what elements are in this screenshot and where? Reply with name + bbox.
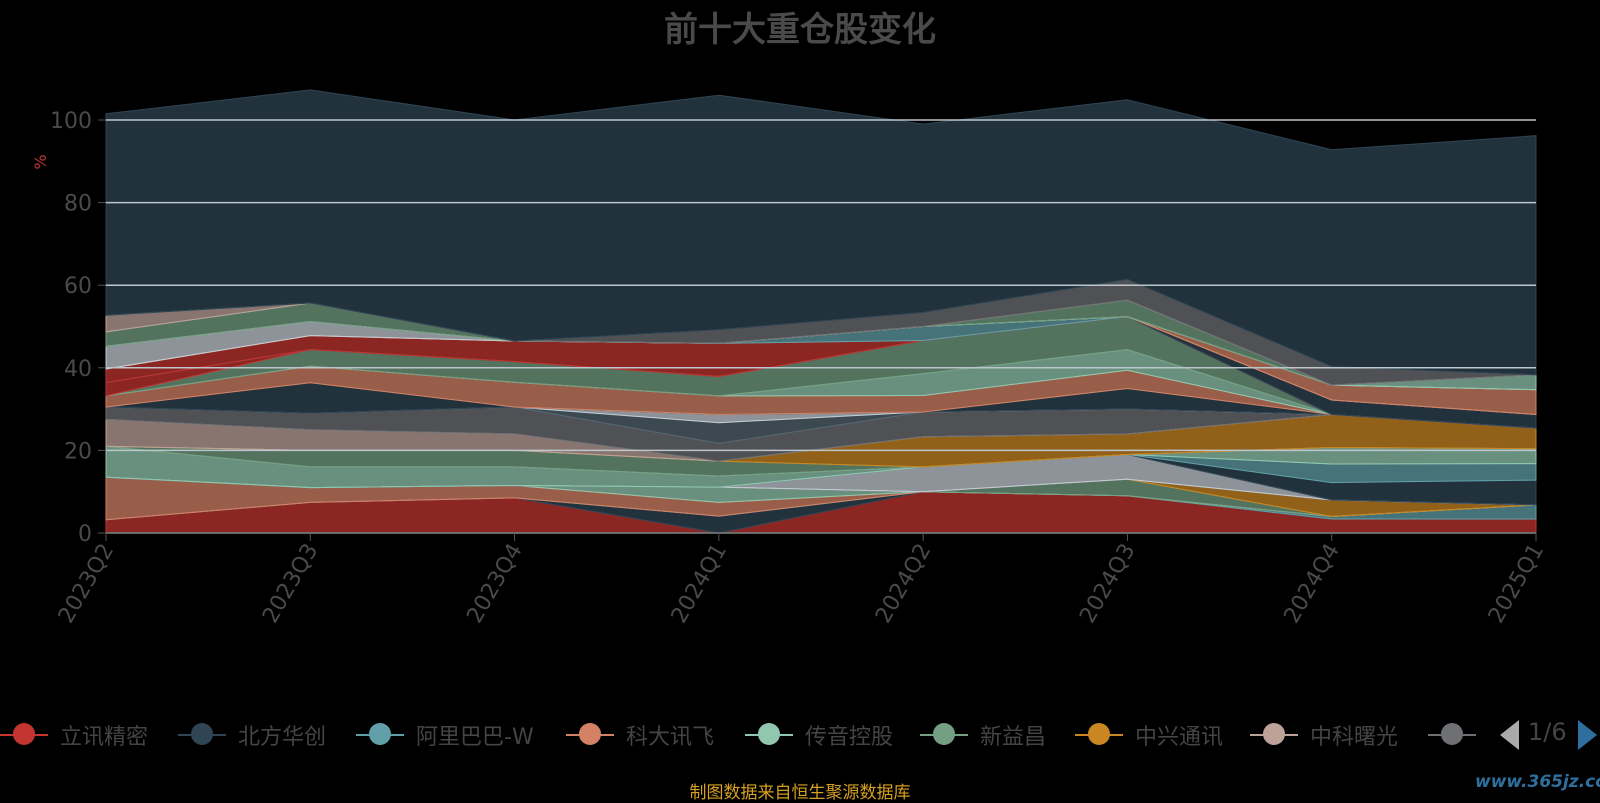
x-tick-label-2024Q1: 2024Q1 [667,540,732,628]
y-tick-label-0: 0 [78,522,92,547]
site-watermark: www.365jz.com [1475,772,1600,792]
area-series-36 [105,89,1537,376]
x-tick-label-2024Q3: 2024Q3 [1075,540,1140,628]
legend-swatch-icon [1250,723,1298,745]
legend-dot-icon [758,723,780,745]
legend-next-page-button[interactable] [1578,720,1597,750]
y-tick-label-80: 80 [64,192,92,217]
y-axis-label: % [31,154,50,169]
legend-swatch-icon [1075,723,1123,745]
legend-dot-icon [933,723,955,745]
legend-prev-page-button[interactable] [1500,720,1519,750]
legend-swatch-icon [745,723,793,745]
legend-swatch-icon [178,723,226,745]
legend-label: 中兴通讯 [1135,725,1224,750]
legend-pager: 1/6 [1500,718,1600,752]
legend: 立讯精密 北方华创 阿里巴巴-W 科大讯飞 传音控股 新益昌 中兴通讯 中科曙光 [0,716,1600,752]
legend-page-indicator: 1/6 [1528,718,1567,746]
x-tick-label-2024Q4: 2024Q4 [1280,540,1345,628]
legend-label: 北方华创 [238,725,327,750]
legend-swatch-icon [920,723,968,745]
legend-dot-icon [579,723,601,745]
x-tick-label-2023Q3: 2023Q3 [258,540,323,628]
legend-label: 阿里巴巴-W [416,725,534,750]
legend-dot-icon [13,723,35,745]
y-tick-label-100: 100 [50,109,92,134]
legend-swatch-icon [1428,723,1476,745]
legend-label: 立讯精密 [60,725,149,750]
legend-dot-icon [1263,723,1285,745]
legend-dot-icon [191,723,213,745]
legend-dot-icon [1088,723,1110,745]
legend-label: 传音控股 [805,725,894,750]
y-tick-label-20: 20 [64,439,92,464]
y-tick-label-40: 40 [64,357,92,382]
legend-label: 科大讯飞 [626,725,715,750]
legend-swatch-icon [566,723,614,745]
legend-dot-icon [369,723,391,745]
x-tick-label-2023Q2: 2023Q2 [54,540,119,628]
data-source-note: 制图数据来自恒生聚源数据库 [689,783,911,803]
legend-swatch-icon [0,723,48,745]
legend-swatch-icon [356,723,404,745]
x-tick-label-2023Q4: 2023Q4 [462,540,527,628]
x-tick-label-2024Q2: 2024Q2 [871,540,936,628]
legend-label: 新益昌 [980,725,1047,750]
stacked-area-chart: 0 20 40 60 80 100% 2023Q2 2023Q3 2023Q4 2024Q1 202… [31,89,1549,628]
x-tick-label-2025Q1: 2025Q1 [1484,540,1549,628]
y-tick-label-60: 60 [64,274,92,299]
chart-title: 前十大重仓股变化 [664,10,936,50]
legend-dot-icon [1441,723,1463,745]
legend-label: 中科曙光 [1310,725,1399,750]
